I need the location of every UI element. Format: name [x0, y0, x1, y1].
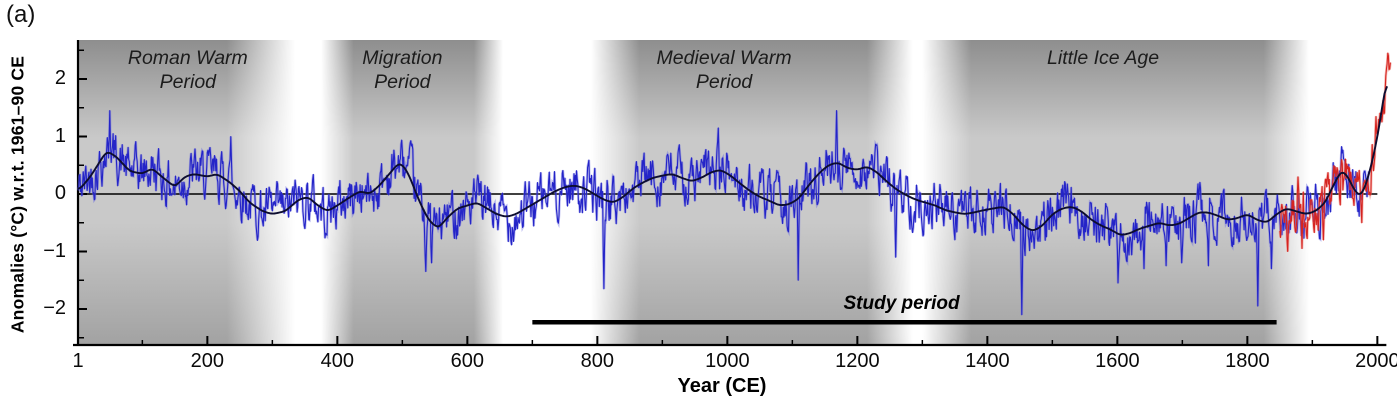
y-tick-label: 0: [54, 182, 66, 204]
x-tick-label: 2000: [1355, 350, 1397, 372]
annual-reconstruction: [77, 110, 1370, 316]
x-tick-label: 1000: [705, 350, 750, 372]
data-series: [76, 52, 1392, 316]
x-tick-label: 1: [72, 350, 84, 372]
y-tick-label: −2: [43, 297, 66, 319]
y-tick-label: −1: [43, 239, 66, 262]
x-tick-label: 800: [580, 350, 615, 372]
x-tick-label: 1400: [965, 350, 1010, 372]
x-tick-label: 1200: [835, 350, 880, 372]
x-axis-label: Year (CE): [677, 375, 767, 397]
panel-label: (a): [6, 1, 36, 28]
x-tick-label: 1800: [1225, 350, 1270, 372]
period-label: Medieval Warm Period: [656, 47, 792, 94]
period-band: [922, 40, 1310, 345]
y-tick-label: 2: [54, 67, 66, 89]
annual-instrumental: [1279, 52, 1391, 253]
x-tick-label: 600: [450, 350, 485, 372]
period-band: [78, 40, 296, 345]
x-tick-label: 1600: [1095, 350, 1140, 372]
period-label: Migration Period: [362, 47, 443, 94]
period-label: Roman Warm Period: [127, 47, 248, 94]
period-label: Little Ice Age: [1047, 47, 1160, 69]
study-period-label: Study period: [843, 293, 960, 314]
y-tick-label: 1: [54, 124, 66, 147]
smoothed-30yr: [77, 85, 1388, 236]
x-tick-label: 200: [190, 350, 225, 372]
x-tick-label: 400: [320, 350, 355, 372]
